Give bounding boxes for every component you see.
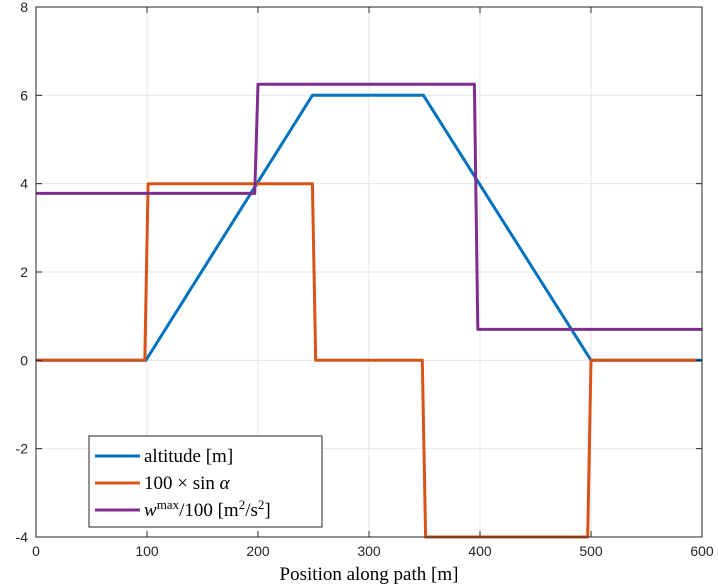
y-tick-label: 8: [20, 0, 28, 15]
x-axis-label: Position along path [m]: [280, 564, 459, 585]
y-tick-label: 0: [20, 352, 28, 368]
x-tick-label: 400: [468, 543, 492, 559]
x-tick-label: 500: [579, 543, 603, 559]
x-tick-label: 100: [135, 543, 159, 559]
y-tick-label: 4: [20, 176, 28, 192]
legend-label: altitude [m]: [144, 446, 233, 467]
x-tick-label: 200: [246, 543, 270, 559]
legend-label: wmax/100 [m2/s2]: [144, 497, 271, 521]
legend-label: 100 × sin α: [144, 473, 231, 494]
series-line-2: [36, 82, 702, 331]
y-tick-label: 2: [20, 264, 28, 280]
x-tick-label: 600: [690, 543, 714, 559]
y-tick-label: 6: [20, 87, 28, 103]
x-tick-label: 300: [357, 543, 381, 559]
y-tick-label: -4: [16, 529, 29, 545]
x-tick-label: 0: [32, 543, 40, 559]
legend: altitude [m] 100 × sin α wmax/100 [m2/s2]: [88, 435, 323, 528]
series-group: [36, 82, 702, 539]
y-tick-label: -2: [16, 441, 29, 457]
tick-group: 0 100 200 300 400 500 600 -4 -2 0 2 4 6 8: [16, 0, 714, 559]
series-line-1: [36, 182, 697, 539]
